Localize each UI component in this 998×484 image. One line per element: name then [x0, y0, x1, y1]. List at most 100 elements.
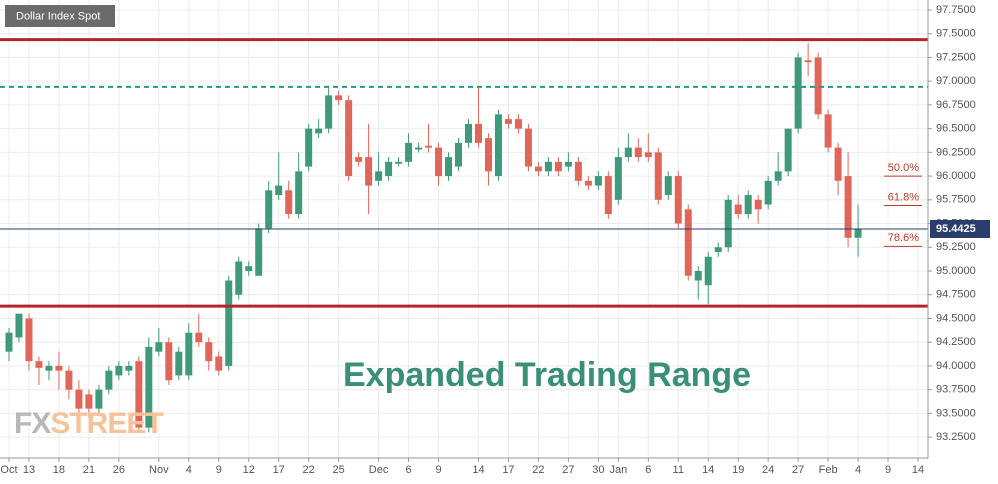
y-tick-label: 96.5000: [936, 123, 976, 135]
candle-body: [744, 195, 752, 215]
candle-body: [774, 171, 782, 181]
x-tick-label: 14: [912, 464, 924, 476]
candle-body: [255, 228, 263, 276]
candle-body: [714, 247, 722, 253]
fib-label: 50.0%: [888, 162, 919, 174]
watermark: FXSTREET: [14, 407, 163, 440]
y-tick-label: 94.0000: [936, 360, 976, 372]
candle-body: [95, 389, 103, 409]
candle-body: [764, 180, 772, 205]
candle-body: [275, 185, 283, 196]
candle-body: [365, 157, 373, 186]
candle-body: [385, 161, 393, 177]
candle-body: [814, 57, 822, 115]
candle-body: [195, 332, 203, 343]
candle-body: [604, 176, 612, 215]
y-tick-label: 97.7500: [936, 4, 976, 16]
marks: [5, 43, 862, 433]
candle-body: [435, 147, 443, 177]
y-tick-label: 97.5000: [936, 28, 976, 40]
y-tick-label: 94.7500: [936, 289, 976, 301]
watermark-part: STREET: [50, 407, 163, 440]
candle-body: [85, 394, 93, 409]
x-tick-label: 12: [243, 464, 255, 476]
x-tick-label: Nov: [149, 464, 169, 476]
last-price-tag: [930, 220, 990, 238]
candle-body: [395, 161, 403, 164]
candle-body: [345, 100, 353, 177]
candle-body: [624, 147, 632, 158]
candle-body: [325, 95, 333, 129]
candle-body: [534, 166, 542, 172]
candle-body: [594, 176, 602, 186]
candle-body: [425, 145, 433, 148]
y-tick-label: 97.2500: [936, 51, 976, 63]
candle-body: [514, 119, 522, 129]
x-tick-label: 21: [83, 464, 95, 476]
candle-body: [245, 266, 253, 272]
x-tick-label: 27: [562, 464, 574, 476]
x-tick-label: 13: [23, 464, 35, 476]
x-tick-label: 4: [186, 464, 192, 476]
x-tick-label: 27: [792, 464, 804, 476]
x-tick-label: 26: [113, 464, 125, 476]
x-tick-label: 19: [732, 464, 744, 476]
x-tick-label: 6: [405, 464, 411, 476]
y-tick-label: 93.5000: [936, 407, 976, 419]
candle-body: [65, 370, 73, 390]
candle-body: [295, 171, 303, 215]
candle-body: [115, 365, 123, 376]
x-tick-label: 22: [532, 464, 544, 476]
candle-body: [724, 199, 732, 248]
y-tick-label: 96.0000: [936, 170, 976, 182]
candle-body: [35, 361, 43, 368]
candle-body: [794, 57, 802, 129]
x-tick-label: 22: [303, 464, 315, 476]
candle-body: [335, 95, 343, 101]
candle-body: [375, 171, 383, 181]
candle-body: [155, 342, 163, 352]
annotation: Expanded Trading Range: [343, 356, 751, 394]
candle-body: [415, 147, 423, 150]
candle-body: [355, 157, 363, 162]
candle-body: [5, 332, 13, 352]
candle-body: [205, 342, 213, 362]
candle-body: [405, 142, 413, 162]
candle-body: [215, 356, 223, 371]
legend-label: Dollar Index Spot: [16, 10, 100, 22]
x-tick-label: 9: [216, 464, 222, 476]
candle-body: [464, 123, 472, 143]
y-tick-label: 95.7500: [936, 194, 976, 206]
candle-body: [25, 318, 33, 362]
grid: [0, 0, 928, 458]
x-tick-label: 18: [53, 464, 65, 476]
candle-body: [634, 147, 642, 158]
candle-body: [484, 138, 492, 172]
x-tick-label: 11: [673, 464, 684, 476]
candle-body: [474, 123, 482, 143]
candle-body: [135, 361, 143, 428]
x-tick-label: 14: [702, 464, 714, 476]
candle-body: [494, 114, 502, 177]
x-tick-label: Feb: [819, 464, 838, 476]
x-tick-label: 24: [762, 464, 774, 476]
candle-body: [574, 161, 582, 181]
candle-body: [784, 128, 792, 172]
candle-body: [844, 176, 852, 238]
candle-body: [584, 180, 592, 186]
candle-body: [644, 152, 652, 158]
candle-body: [305, 128, 313, 167]
candle-body: [165, 342, 173, 381]
watermark-part: FX: [14, 407, 51, 440]
candle-body: [125, 365, 133, 371]
candle-body: [175, 351, 183, 376]
y-tick-label: 93.7500: [936, 384, 976, 396]
candle-body: [554, 161, 562, 172]
candle-body: [614, 157, 622, 200]
candle-body: [734, 204, 742, 215]
candle-body: [854, 229, 862, 238]
y-tick-label: 95.2500: [936, 241, 976, 253]
candle-body: [564, 161, 572, 167]
y-tick-label: 96.2500: [936, 146, 976, 158]
candle-body: [455, 142, 463, 167]
